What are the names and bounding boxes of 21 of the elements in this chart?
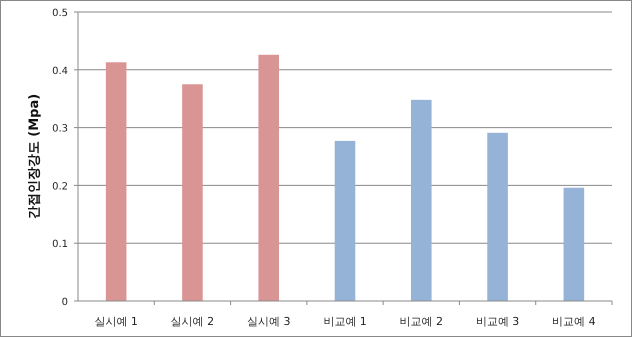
y-tick-label: 0.4	[52, 66, 68, 77]
x-tick-label: 실시예 1	[94, 315, 138, 328]
y-tick-label: 0.5	[52, 8, 68, 19]
bar	[106, 62, 126, 301]
x-tick-label: 실시예 2	[170, 315, 214, 328]
bar	[334, 140, 356, 301]
y-tick-label: 0.2	[52, 181, 68, 192]
y-tick-label: 0.3	[52, 124, 68, 135]
bar	[410, 100, 432, 301]
x-tick-label: 비교예 1	[323, 315, 367, 328]
bar	[258, 54, 280, 301]
x-tick-label: 비교예 4	[552, 315, 596, 328]
bar	[487, 132, 508, 301]
bar	[564, 188, 584, 301]
x-tick-label: 비교예 2	[400, 315, 444, 328]
x-tick-label: 비교예 3	[476, 315, 520, 328]
bar	[182, 84, 203, 301]
x-tick-label: 실시예 3	[246, 315, 290, 328]
y-axis-title: 간접인장강도 (Mpa)	[27, 94, 42, 220]
y-tick-label: 0.1	[52, 239, 68, 250]
y-tick-label: 0	[62, 297, 68, 308]
